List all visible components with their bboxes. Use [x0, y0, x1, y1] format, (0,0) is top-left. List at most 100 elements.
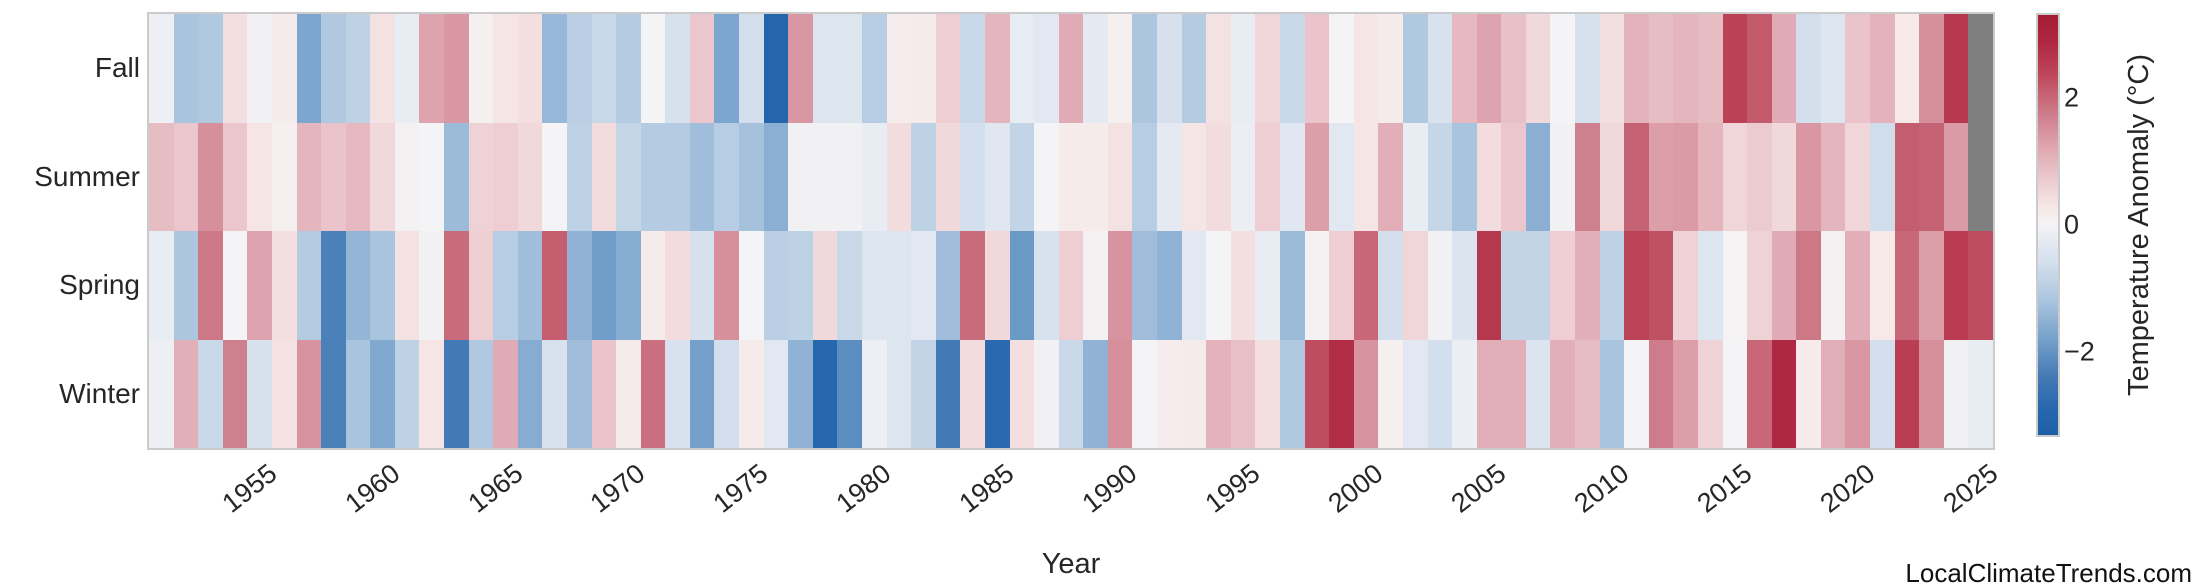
heatmap-cell [1968, 14, 1993, 123]
heatmap-cell [591, 122, 617, 231]
heatmap-cell [1132, 122, 1158, 231]
heatmap-cell [271, 231, 297, 340]
heatmap-cell [493, 14, 518, 123]
heatmap-cell [640, 122, 666, 231]
heatmap-cell [1845, 339, 1871, 448]
heatmap-cell [1353, 339, 1379, 448]
heatmap-cell [1599, 231, 1625, 340]
heatmap-cell [689, 339, 715, 448]
heatmap-cell [1648, 231, 1674, 340]
heatmap-cell [1796, 231, 1821, 340]
row-label-summer: Summer [34, 160, 140, 192]
heatmap-cell [1378, 231, 1403, 340]
heatmap-cell [1107, 231, 1133, 340]
heatmap-cell [640, 339, 666, 448]
heatmap-cell [1452, 339, 1477, 448]
heatmap-cell [935, 339, 961, 448]
heatmap-cell [1968, 339, 1993, 448]
heatmap-cell [1771, 14, 1797, 123]
heatmap-cell [616, 231, 641, 340]
heatmap-cell [271, 122, 297, 231]
row-label-fall: Fall [94, 52, 140, 84]
heatmap-cell [1673, 14, 1698, 123]
heatmap-cell [862, 122, 887, 231]
heatmap-cell [517, 231, 543, 340]
heatmap-cell [247, 339, 272, 448]
heatmap-cell [173, 231, 199, 340]
heatmap-cell [444, 122, 469, 231]
heatmap-cell [960, 339, 985, 448]
heatmap-cell [812, 122, 838, 231]
heatmap-cell [1353, 14, 1379, 123]
heatmap-cell [1870, 122, 1895, 231]
heatmap-cell [591, 339, 617, 448]
heatmap-cell [247, 122, 272, 231]
colorbar-tick-−2: −2 [2064, 336, 2095, 367]
heatmap-cell [345, 14, 371, 123]
heatmap-cell [665, 339, 690, 448]
heatmap-cell [321, 14, 346, 123]
heatmap-cell [911, 122, 936, 231]
colorbar-tick-0: 0 [2064, 209, 2080, 240]
heatmap-cell [1181, 14, 1207, 123]
heatmap-cell [1157, 231, 1182, 340]
heatmap-cell [296, 231, 322, 340]
heatmap-cell [517, 14, 543, 123]
heatmap-cell [296, 339, 322, 448]
heatmap-cell [1329, 14, 1354, 123]
heatmap-cell [689, 14, 715, 123]
heatmap-cell [1402, 231, 1428, 340]
colorbar [2036, 13, 2060, 437]
heatmap-cell [1476, 14, 1502, 123]
heatmap-cell [788, 339, 813, 448]
heatmap-cell [788, 231, 813, 340]
heatmap-cell [247, 231, 272, 340]
heatmap-cell [1427, 14, 1453, 123]
heatmap-cell [862, 339, 887, 448]
heatmap-cell [198, 14, 223, 123]
heatmap-cell [1206, 339, 1231, 448]
heatmap-cell [1034, 339, 1059, 448]
heatmap-cell [1870, 231, 1895, 340]
heatmap-cell [1624, 231, 1649, 340]
heatmap-cell [370, 231, 395, 340]
heatmap-cell [1697, 231, 1723, 340]
heatmap-cell [296, 14, 322, 123]
heatmap-cell [149, 122, 174, 231]
watermark-text: LocalClimateTrends.com [1905, 558, 2192, 585]
heatmap-cell [739, 14, 764, 123]
heatmap-cell [1919, 122, 1944, 231]
heatmap-cell [566, 231, 592, 340]
heatmap-cell [1624, 122, 1649, 231]
heatmap-cell [1550, 14, 1576, 123]
heatmap-cell [1747, 122, 1772, 231]
heatmap-cell [640, 14, 666, 123]
heatmap-cell [1304, 339, 1330, 448]
heatmap-cell [1107, 122, 1133, 231]
heatmap-cell [591, 231, 617, 340]
heatmap-cell [1058, 14, 1084, 123]
heatmap-cell [1132, 339, 1158, 448]
heatmap-cell [1181, 231, 1207, 340]
heatmap-cell [1304, 122, 1330, 231]
heatmap-cell [493, 231, 518, 340]
heatmap-cell [1796, 339, 1821, 448]
heatmap-cell [1378, 14, 1403, 123]
heatmap-cell [1697, 122, 1723, 231]
heatmap-cell [1058, 122, 1084, 231]
heatmap-cell [837, 122, 862, 231]
heatmap-cell [345, 339, 371, 448]
heatmap-cell [370, 339, 395, 448]
heatmap-cell [1009, 14, 1035, 123]
heatmap-cell [1157, 14, 1182, 123]
heatmap-cell [370, 14, 395, 123]
heatmap-cell [1476, 339, 1502, 448]
heatmap-cell [1083, 339, 1108, 448]
heatmap-cell [1279, 122, 1305, 231]
heatmap-cell [247, 14, 272, 123]
heatmap-row-fall [149, 14, 1993, 123]
heatmap-cell [1894, 231, 1920, 340]
heatmap-cell [419, 231, 445, 340]
colorbar-title: Temperature Anomaly (°C) [2123, 54, 2155, 396]
heatmap-cell [763, 339, 789, 448]
